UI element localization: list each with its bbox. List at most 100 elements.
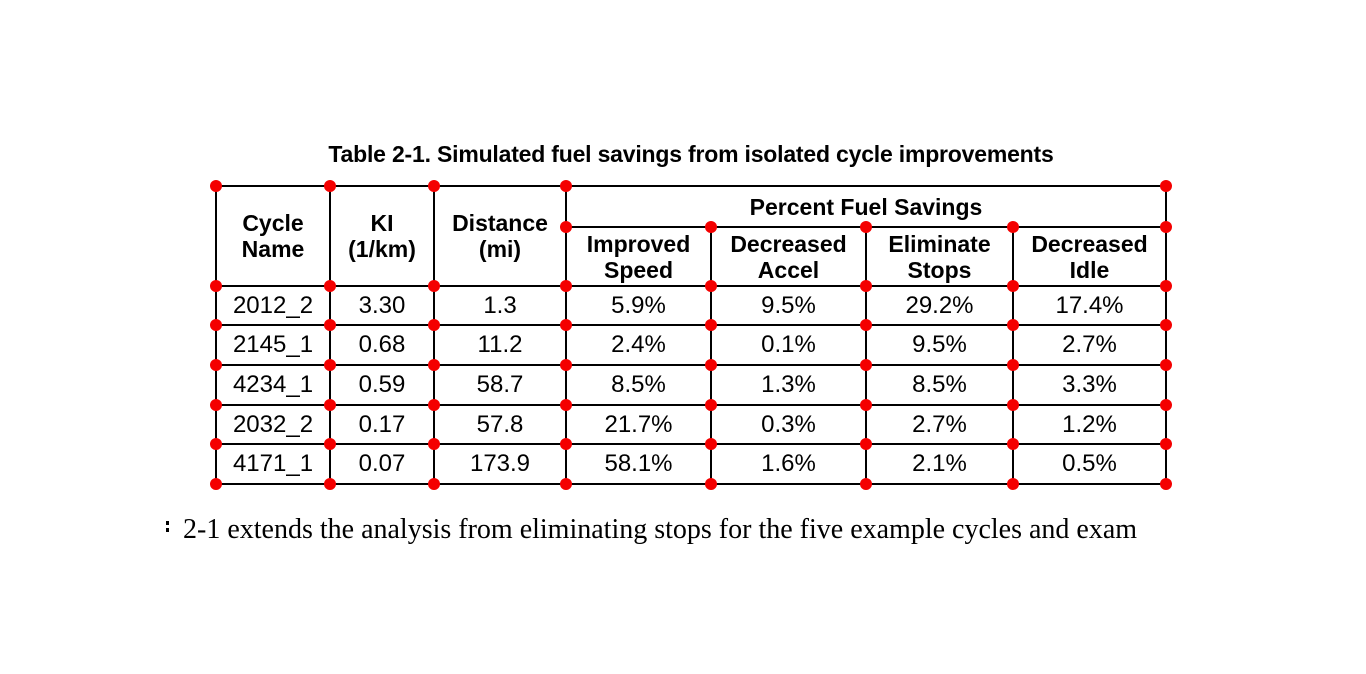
- col-header-eliminate-stops: Eliminate Stops: [888, 230, 991, 283]
- grid-intersection-dot: [324, 438, 336, 450]
- grid-intersection-dot: [1007, 399, 1019, 411]
- cell-decreased-accel: 1.3%: [761, 371, 816, 398]
- cell-decreased-idle: 1.2%: [1062, 410, 1117, 438]
- grid-intersection-dot: [1160, 359, 1172, 371]
- grid-intersection-dot: [1160, 280, 1172, 292]
- cell-eliminate-stops: 2.7%: [912, 410, 967, 438]
- grid-intersection-dot: [1007, 280, 1019, 292]
- cell-decreased-idle: 2.7%: [1062, 331, 1117, 358]
- table-rule-vertical: [1165, 185, 1167, 485]
- grid-intersection-dot: [210, 359, 222, 371]
- col-header-improved-speed: Improved Speed: [586, 230, 691, 283]
- table-rule-vertical: [329, 185, 331, 485]
- grid-intersection-dot: [210, 319, 222, 331]
- grid-intersection-dot: [860, 221, 872, 233]
- grid-intersection-dot: [210, 478, 222, 490]
- grid-intersection-dot: [860, 438, 872, 450]
- cell-improved-speed: 58.1%: [604, 450, 673, 477]
- grid-intersection-dot: [210, 399, 222, 411]
- cell-decreased-accel: 1.6%: [761, 450, 816, 477]
- grid-intersection-dot: [860, 478, 872, 490]
- cell-distance: 173.9: [469, 450, 531, 477]
- grid-intersection-dot: [860, 359, 872, 371]
- table-rule-vertical: [433, 185, 435, 485]
- col-header-decreased-accel: Decreased Accel: [730, 230, 847, 283]
- grid-intersection-dot: [1160, 180, 1172, 192]
- grid-intersection-dot: [1007, 319, 1019, 331]
- body-text: 2-1 extends the analysis from eliminatin…: [183, 514, 1138, 545]
- grid-intersection-dot: [210, 280, 222, 292]
- table-rule-vertical: [865, 226, 867, 485]
- cell-eliminate-stops: 8.5%: [912, 371, 967, 398]
- table-rule-vertical: [1012, 226, 1014, 485]
- grid-intersection-dot: [1160, 319, 1172, 331]
- grid-intersection-dot: [210, 180, 222, 192]
- grid-intersection-dot: [560, 280, 572, 292]
- grid-intersection-dot: [560, 319, 572, 331]
- table-rule-horizontal: [215, 285, 1167, 287]
- cell-distance: 1.3: [483, 291, 517, 319]
- grid-intersection-dot: [1007, 359, 1019, 371]
- grid-intersection-dot: [428, 180, 440, 192]
- grid-intersection-dot: [860, 319, 872, 331]
- grid-intersection-dot: [428, 399, 440, 411]
- table-rule-horizontal: [215, 185, 1167, 187]
- cell-distance: 58.7: [476, 371, 524, 398]
- grid-intersection-dot: [324, 180, 336, 192]
- table-rule-vertical: [215, 185, 217, 485]
- grid-intersection-dot: [428, 319, 440, 331]
- fuel-savings-table: Cycle Name KI (1/km) Distance (mi) Perce…: [216, 186, 1166, 484]
- grid-intersection-dot: [324, 280, 336, 292]
- grid-intersection-dot: [1160, 399, 1172, 411]
- cell-cycle-name: 4234_1: [232, 371, 314, 398]
- grid-intersection-dot: [560, 438, 572, 450]
- grid-intersection-dot: [705, 478, 717, 490]
- table-caption: Table 2-1. Simulated fuel savings from i…: [328, 141, 1054, 167]
- col-header-ki: KI (1/km): [348, 210, 416, 262]
- cell-improved-speed: 2.4%: [611, 331, 666, 358]
- col-header-cycle-name: Cycle Name: [241, 210, 305, 262]
- cell-eliminate-stops: 9.5%: [912, 331, 967, 358]
- grid-intersection-dot: [860, 399, 872, 411]
- grid-intersection-dot: [705, 319, 717, 331]
- grid-intersection-dot: [428, 359, 440, 371]
- cell-decreased-accel: 0.1%: [761, 331, 816, 358]
- cell-ki: 0.59: [358, 371, 406, 398]
- grid-intersection-dot: [1007, 438, 1019, 450]
- cell-distance: 11.2: [477, 331, 523, 358]
- cell-ki: 0.17: [358, 410, 406, 438]
- grid-intersection-dot: [560, 180, 572, 192]
- table-rule-horizontal: [215, 364, 1167, 366]
- col-header-percent-fuel-savings: Percent Fuel Savings: [749, 193, 983, 220]
- grid-intersection-dot: [428, 280, 440, 292]
- grid-intersection-dot: [705, 438, 717, 450]
- clipped-character-fragment: [166, 521, 169, 525]
- cell-decreased-idle: 3.3%: [1062, 371, 1117, 398]
- grid-intersection-dot: [560, 221, 572, 233]
- table-rule-vertical: [710, 226, 712, 485]
- grid-intersection-dot: [324, 399, 336, 411]
- cell-decreased-idle: 0.5%: [1062, 450, 1117, 477]
- cell-decreased-accel: 9.5%: [761, 291, 816, 319]
- grid-intersection-dot: [860, 280, 872, 292]
- cell-eliminate-stops: 2.1%: [912, 450, 967, 477]
- cell-ki: 0.68: [358, 331, 406, 358]
- grid-intersection-dot: [1160, 478, 1172, 490]
- cell-eliminate-stops: 29.2%: [905, 291, 974, 319]
- table-rule-vertical: [565, 185, 567, 485]
- grid-intersection-dot: [1160, 221, 1172, 233]
- grid-intersection-dot: [560, 359, 572, 371]
- cell-ki: 3.30: [358, 291, 406, 319]
- grid-intersection-dot: [428, 478, 440, 490]
- table-rule-horizontal: [215, 324, 1167, 326]
- grid-intersection-dot: [210, 438, 222, 450]
- cell-cycle-name: 2012_2: [232, 291, 314, 319]
- table-rule-horizontal: [215, 443, 1167, 445]
- grid-intersection-dot: [324, 319, 336, 331]
- cell-improved-speed: 5.9%: [611, 291, 666, 319]
- cell-ki: 0.07: [358, 450, 406, 477]
- grid-intersection-dot: [324, 478, 336, 490]
- grid-intersection-dot: [705, 280, 717, 292]
- grid-intersection-dot: [705, 359, 717, 371]
